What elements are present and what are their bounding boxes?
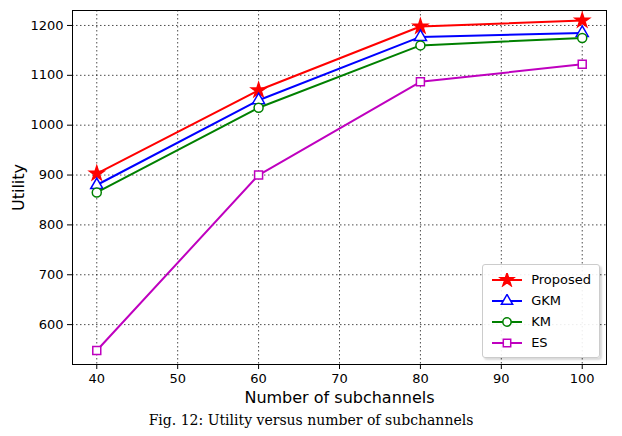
svg-text:80: 80 (412, 371, 429, 386)
svg-text:50: 50 (169, 371, 186, 386)
svg-text:Utility: Utility (9, 164, 28, 211)
svg-text:90: 90 (493, 371, 510, 386)
svg-text:60: 60 (250, 371, 267, 386)
svg-text:40: 40 (88, 371, 105, 386)
svg-text:Number of subchannels: Number of subchannels (244, 388, 434, 407)
svg-text:1000: 1000 (30, 117, 63, 132)
html-text:KM: KM (531, 314, 551, 329)
svg-text:100: 100 (570, 371, 595, 386)
html-text:Fig. 12: Utility versus number: Fig. 12: Utility versus number of subcha… (148, 412, 474, 428)
svg-text:1200: 1200 (30, 18, 63, 33)
svg-text:700: 700 (39, 267, 64, 282)
svg-text:900: 900 (39, 167, 64, 182)
svg-text:600: 600 (39, 317, 64, 332)
html-text:GKM: GKM (531, 293, 561, 308)
svg-text:800: 800 (39, 217, 64, 232)
html-text:Proposed: Proposed (531, 272, 591, 287)
svg-text:70: 70 (331, 371, 348, 386)
html-text:ES: ES (531, 335, 548, 350)
svg-text:1100: 1100 (30, 67, 63, 82)
